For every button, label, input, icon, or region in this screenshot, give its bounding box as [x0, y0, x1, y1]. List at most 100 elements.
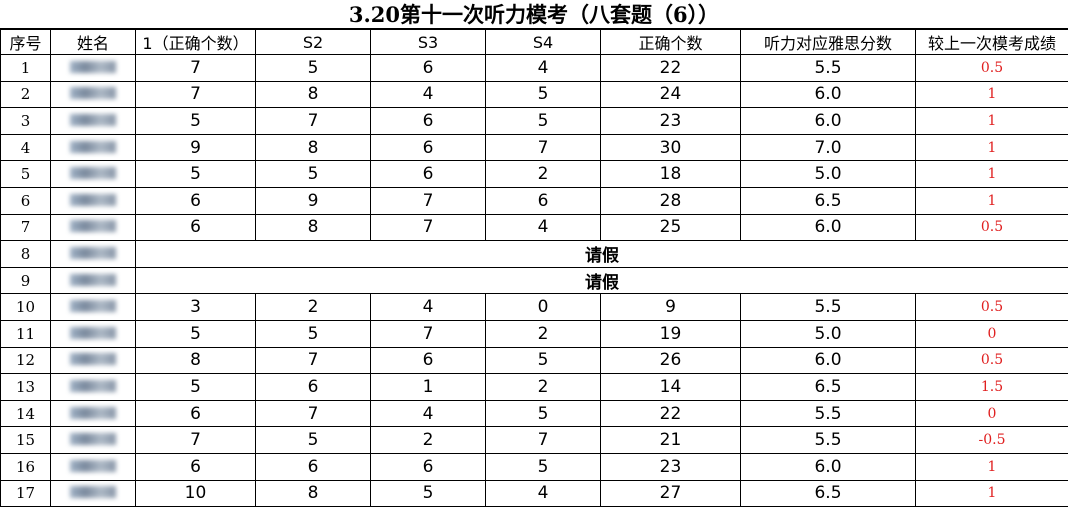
score-cell: 6: [371, 55, 486, 82]
score-cell: 7: [256, 347, 371, 374]
score-cell: 8: [256, 134, 371, 161]
score-cell: 6: [136, 187, 256, 214]
score-cell: 2: [256, 294, 371, 321]
score-cell: 10: [136, 480, 256, 507]
score-cell: 5.5: [741, 400, 916, 427]
score-cell: 5.5: [741, 294, 916, 321]
change-cell: 0.5: [916, 347, 1068, 374]
score-cell: 6.0: [741, 81, 916, 108]
row-number: 15: [1, 427, 51, 454]
blurred-name: [70, 87, 116, 99]
score-cell: 21: [601, 427, 741, 454]
score-cell: 7: [486, 427, 601, 454]
score-cell: 5.5: [741, 55, 916, 82]
row-number: 12: [1, 347, 51, 374]
score-cell: 6: [371, 347, 486, 374]
change-cell: 1: [916, 161, 1068, 188]
score-cell: 19: [601, 320, 741, 347]
header-cell: S2: [256, 30, 371, 55]
change-cell: 1: [916, 134, 1068, 161]
score-cell: 2: [371, 427, 486, 454]
score-cell: 2: [486, 320, 601, 347]
score-cell: 7: [136, 55, 256, 82]
score-cell: 4: [486, 214, 601, 241]
header-cell: S4: [486, 30, 601, 55]
score-cell: 6: [371, 134, 486, 161]
score-cell: 2: [486, 374, 601, 401]
score-cell: 24: [601, 81, 741, 108]
score-cell: 5: [256, 427, 371, 454]
score-cell: 7: [371, 214, 486, 241]
score-cell: 8: [256, 214, 371, 241]
score-cell: 6.5: [741, 480, 916, 507]
score-cell: 4: [371, 400, 486, 427]
score-cell: 7: [371, 320, 486, 347]
score-cell: 6: [371, 161, 486, 188]
name-cell: [51, 214, 136, 241]
header-cell: 序号: [1, 30, 51, 55]
name-cell: [51, 400, 136, 427]
score-cell: 7.0: [741, 134, 916, 161]
blurred-name: [70, 114, 116, 126]
score-cell: 7: [256, 108, 371, 135]
score-cell: 6: [256, 453, 371, 480]
score-cell: 4: [486, 480, 601, 507]
score-cell: 5.0: [741, 320, 916, 347]
score-cell: 5: [486, 400, 601, 427]
score-cell: 5: [371, 480, 486, 507]
score-cell: 7: [486, 134, 601, 161]
row-number: 16: [1, 453, 51, 480]
score-cell: 8: [256, 81, 371, 108]
score-cell: 6: [136, 453, 256, 480]
score-cell: 9: [601, 294, 741, 321]
name-cell: [51, 267, 136, 294]
row-number: 3: [1, 108, 51, 135]
score-cell: 14: [601, 374, 741, 401]
score-cell: 7: [371, 187, 486, 214]
header-cell: 1（正确个数）: [136, 30, 256, 55]
score-cell: 5: [256, 161, 371, 188]
score-cell: 5.5: [741, 427, 916, 454]
change-cell: 1: [916, 480, 1068, 507]
blurred-name: [70, 194, 116, 206]
row-number: 1: [1, 55, 51, 82]
score-cell: 27: [601, 480, 741, 507]
blurred-name: [70, 460, 116, 472]
row-number: 7: [1, 214, 51, 241]
score-cell: 1: [371, 374, 486, 401]
score-cell: 30: [601, 134, 741, 161]
data-row: 9 请假: [1, 267, 1068, 294]
score-cell: 9: [256, 187, 371, 214]
score-cell: 6.5: [741, 187, 916, 214]
header-cell: 听力对应雅思分数: [741, 30, 916, 55]
row-number: 9: [1, 267, 51, 294]
row-number: 17: [1, 480, 51, 507]
row-number: 8: [1, 241, 51, 268]
score-cell: 5: [136, 320, 256, 347]
score-cell: 0: [486, 294, 601, 321]
score-cell: 6: [486, 187, 601, 214]
score-cell: 23: [601, 108, 741, 135]
blurred-name: [70, 274, 116, 286]
blurred-name: [70, 380, 116, 392]
score-cell: 22: [601, 55, 741, 82]
score-cell: 5: [486, 347, 601, 374]
header-cell: S3: [371, 30, 486, 55]
score-cell: 3: [136, 294, 256, 321]
blurred-name: [70, 300, 116, 312]
leave-cell: 请假: [136, 267, 1068, 294]
header-cell: 较上一次模考成绩: [916, 30, 1068, 55]
name-cell: [51, 108, 136, 135]
score-cell: 6: [136, 214, 256, 241]
